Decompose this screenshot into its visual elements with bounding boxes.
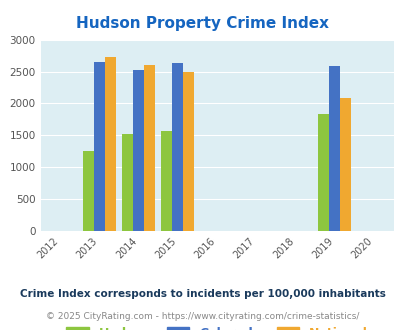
Text: © 2025 CityRating.com - https://www.cityrating.com/crime-statistics/: © 2025 CityRating.com - https://www.city… xyxy=(46,312,359,321)
Bar xyxy=(183,72,194,231)
Bar xyxy=(328,66,340,231)
Bar xyxy=(83,150,94,231)
Bar xyxy=(318,114,328,231)
Bar xyxy=(94,62,105,231)
Bar xyxy=(133,70,144,231)
Bar xyxy=(105,57,116,231)
Bar xyxy=(144,65,155,231)
Text: Crime Index corresponds to incidents per 100,000 inhabitants: Crime Index corresponds to incidents per… xyxy=(20,289,385,299)
Bar xyxy=(340,98,351,231)
Text: Hudson Property Crime Index: Hudson Property Crime Index xyxy=(76,16,329,31)
Bar xyxy=(122,134,133,231)
Legend: Hudson, Colorado, National: Hudson, Colorado, National xyxy=(62,323,371,330)
Bar xyxy=(172,63,183,231)
Bar xyxy=(161,131,172,231)
